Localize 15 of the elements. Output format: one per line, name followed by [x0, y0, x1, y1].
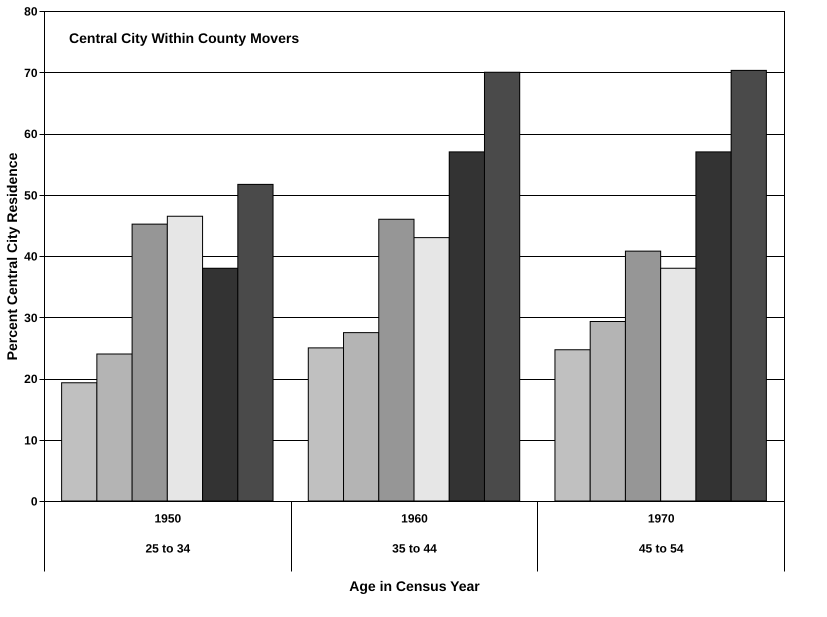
y-tick-label: 10: [24, 433, 38, 448]
category-label: 1950 25 to 34: [145, 512, 190, 556]
text: Central City Within County Movers: [69, 30, 300, 46]
y-tick-label: 0: [30, 494, 38, 508]
y-tick-label: 70: [24, 66, 38, 80]
category-label: 1960 35 to 44: [392, 512, 437, 556]
y-tick-label: 60: [24, 127, 38, 141]
category-label: 1970 45 to 54: [638, 512, 684, 556]
y-tick-label: 40: [24, 250, 38, 264]
y-tick-label: 30: [24, 310, 38, 325]
y-tick-label: 20: [24, 372, 38, 386]
y-axis-title: Percent Central City Residence: [4, 152, 20, 360]
y-tick-label: 80: [24, 4, 38, 18]
y-tick-label: 50: [24, 188, 38, 202]
x-axis-title: Age in Census Year: [349, 578, 480, 594]
